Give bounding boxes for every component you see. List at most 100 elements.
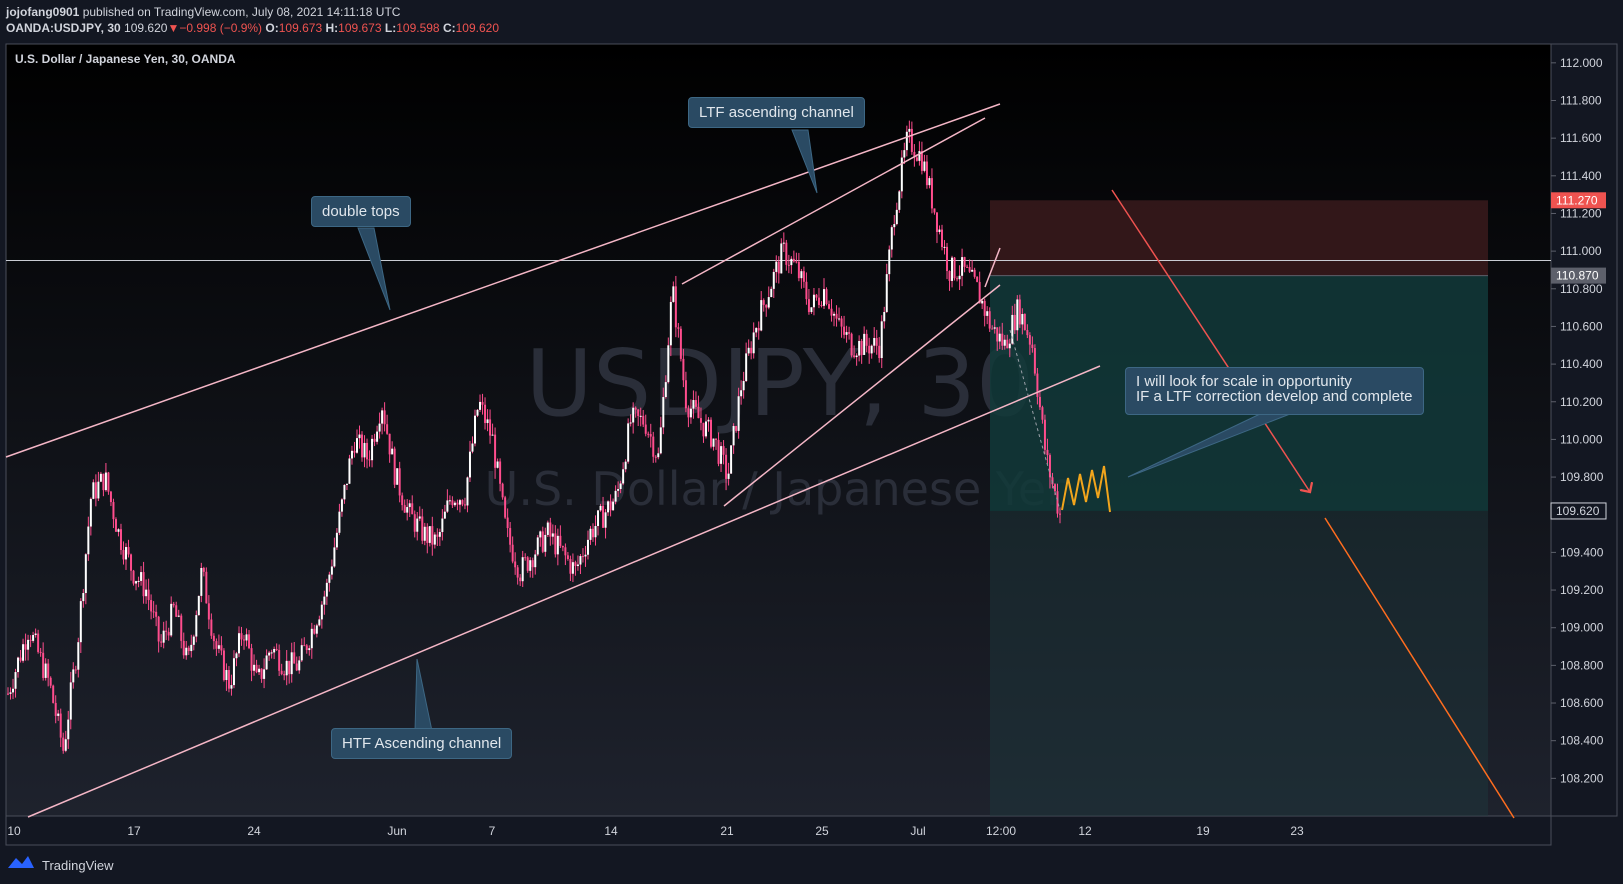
ltf-channel-lower[interactable] — [723, 284, 1001, 507]
breakdown-line[interactable] — [984, 247, 1001, 288]
candle-body — [807, 299, 810, 313]
candle-body — [765, 304, 768, 308]
candle-body — [145, 589, 148, 597]
double-tops-callout[interactable]: double tops — [311, 196, 411, 227]
candle-body — [521, 557, 524, 582]
candle-body — [511, 544, 514, 562]
low-label: L: — [384, 21, 397, 35]
candle-body — [57, 713, 60, 716]
candle-body — [1028, 335, 1031, 345]
candle-body — [966, 266, 969, 268]
candle-body — [853, 355, 856, 358]
candle-body — [368, 459, 371, 461]
candle-body — [157, 616, 160, 642]
bearish-arrow[interactable] — [1111, 189, 1310, 492]
candle-body — [524, 557, 527, 559]
scale-note-callout[interactable]: I will look for scale in opportunity IF … — [1125, 367, 1424, 415]
candle-body — [822, 289, 825, 306]
candle-body — [976, 276, 979, 282]
candle-body — [946, 246, 949, 272]
candle-body — [910, 128, 913, 152]
candle-body — [175, 605, 178, 617]
candle-body — [17, 657, 20, 673]
candle-body — [529, 560, 532, 571]
candle-body — [270, 652, 273, 654]
candle-body — [107, 472, 110, 492]
symbol-watermark: USDJPY, 30 U.S. Dollar / Japanese Yen — [485, 330, 1076, 516]
candle-body — [177, 615, 180, 617]
candle-body — [599, 505, 602, 511]
candle-body — [579, 556, 582, 565]
candle-body — [637, 409, 640, 417]
candle-body — [84, 554, 87, 594]
candle-body — [393, 448, 396, 485]
candle-body — [682, 358, 685, 381]
candle-body — [248, 634, 251, 649]
candle-body — [162, 630, 165, 643]
price-tag — [1550, 502, 1607, 520]
candle-body — [127, 547, 130, 555]
candle-body — [182, 640, 185, 656]
candle-body — [453, 502, 456, 506]
candle-body — [328, 574, 331, 583]
candle-body — [745, 353, 748, 382]
candle-body — [702, 422, 705, 437]
ltf-channel-upper[interactable] — [681, 117, 986, 285]
candle-body — [1006, 339, 1009, 349]
candle-body — [609, 501, 612, 511]
position-zones — [990, 200, 1488, 816]
target-projection[interactable] — [1324, 517, 1515, 819]
trend-drawings[interactable] — [5, 103, 1515, 819]
htf-channel-callout[interactable]: HTF Ascending channel — [331, 728, 513, 759]
candle-body — [265, 655, 268, 670]
candle-body — [539, 531, 542, 538]
y-tick-label: 111.600 — [1560, 131, 1602, 145]
stop-loss-zone[interactable] — [990, 200, 1488, 276]
candle-body — [1056, 491, 1059, 514]
candle-body — [132, 570, 135, 584]
publisher-name[interactable]: jojofang0901 — [6, 5, 80, 19]
candle-body — [358, 434, 361, 439]
candle-body — [1048, 455, 1051, 478]
candle-body — [398, 468, 401, 496]
htf-channel-upper[interactable] — [5, 103, 1001, 458]
price-change: −0.998 (−0.9%) — [179, 21, 263, 35]
publish-line: jojofang0901 published on TradingView.co… — [6, 4, 499, 20]
candle-body — [855, 355, 858, 358]
candle-body — [391, 448, 394, 455]
candle-body — [1046, 449, 1049, 456]
x-tick-label: Jun — [387, 824, 406, 838]
candle-body — [624, 461, 627, 470]
candle-body — [275, 648, 278, 650]
candle-body — [644, 424, 647, 434]
candle-body — [441, 518, 444, 533]
candle-body — [1051, 477, 1054, 485]
candle-body — [509, 528, 512, 545]
candle-body — [104, 472, 107, 491]
htf-channel-lower[interactable] — [27, 365, 1101, 818]
candle-body — [875, 338, 878, 346]
ltf-channel-callout[interactable]: LTF ascending channel — [688, 97, 865, 128]
y-tick-label: 109.800 — [1560, 470, 1604, 484]
candle-body — [619, 483, 622, 490]
candle-body — [549, 522, 552, 537]
candle-body — [657, 453, 660, 458]
candle-body — [554, 533, 557, 555]
candle-body — [421, 516, 424, 541]
candle-body — [935, 212, 938, 232]
brand-label[interactable]: TradingView — [42, 858, 114, 873]
candle-body — [715, 438, 718, 440]
candle-body — [662, 397, 665, 428]
high-value: 109.673 — [338, 21, 382, 35]
candle-body — [614, 490, 617, 502]
candle-body — [589, 528, 592, 540]
candle-body — [476, 409, 479, 416]
candle-body — [812, 294, 815, 308]
candle-body — [592, 528, 595, 538]
candle-body — [1026, 330, 1029, 336]
candle-body — [868, 345, 871, 354]
candle-body — [172, 603, 175, 606]
low-value: 109.598 — [396, 21, 440, 35]
candle-body — [225, 670, 228, 681]
